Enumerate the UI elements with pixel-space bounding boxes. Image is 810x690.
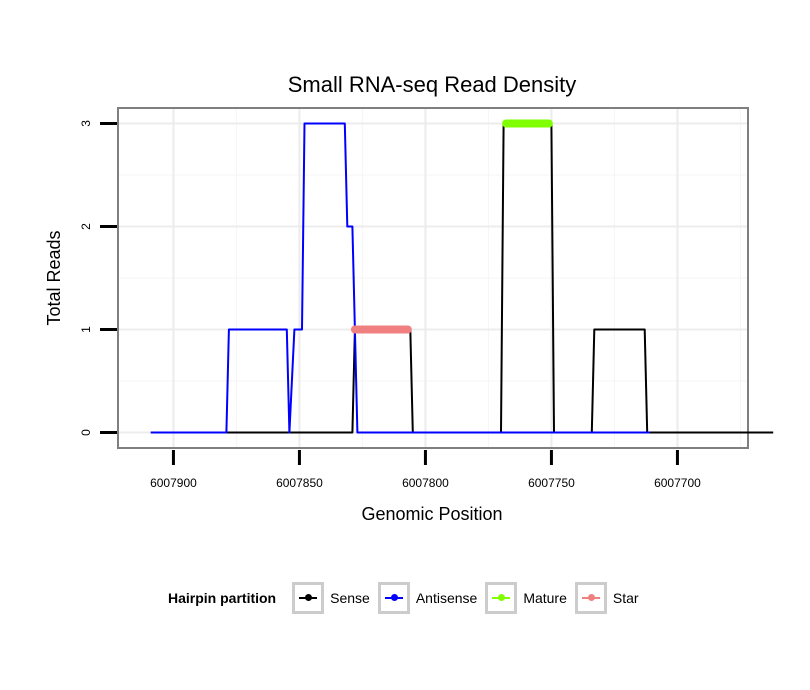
x-axis: 6007900 6007850 6007800 6007750 6007700 [150, 450, 701, 490]
legend-title: Hairpin partition [168, 590, 277, 606]
y-axis: 0 1 2 3 [79, 120, 117, 436]
plot-panel [117, 107, 749, 449]
legend-label-antisense: Antisense [415, 590, 478, 606]
legend-item-mature: Mature [485, 582, 567, 614]
chart: Small RNA-seq Read Density 6007900 600785… [44, 72, 774, 524]
y-tick-label: 3 [79, 120, 93, 127]
legend-key-mature [485, 582, 518, 614]
x-tick-label: 6007850 [276, 476, 323, 490]
series-antisense [150, 122, 650, 434]
legend-label-star: Star [612, 590, 639, 606]
y-tick-label: 1 [79, 326, 93, 333]
legend-item-antisense: Antisense [377, 582, 478, 614]
y-axis-label: Total Reads [44, 230, 64, 325]
y-tick-label: 0 [79, 429, 93, 436]
y-tick-label: 2 [79, 223, 93, 230]
x-tick-label: 6007800 [402, 476, 449, 490]
legend-key-antisense [377, 582, 410, 614]
grid [118, 108, 748, 448]
x-tick-label: 6007900 [150, 476, 197, 490]
legend-key-star [574, 582, 607, 614]
series-layer [150, 119, 774, 434]
x-axis-label: Genomic Position [361, 504, 502, 524]
x-tick-label: 6007750 [528, 476, 575, 490]
legend-label-mature: Mature [523, 590, 567, 606]
legend-item-star: Star [574, 582, 639, 614]
legend: Hairpin partition Sense Antisense Mature… [0, 578, 810, 618]
legend-item-sense: Sense [292, 582, 370, 614]
legend-label-sense: Sense [330, 590, 370, 606]
chart-title: Small RNA-seq Read Density [288, 72, 577, 97]
legend-key-sense [292, 582, 325, 614]
x-tick-label: 6007700 [654, 476, 701, 490]
